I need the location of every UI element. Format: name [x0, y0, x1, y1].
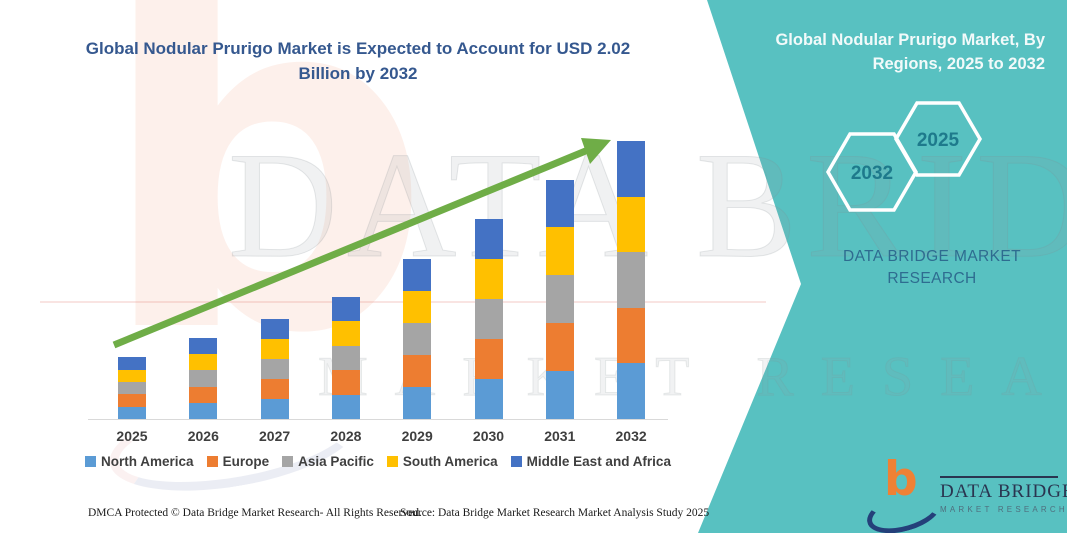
- source-note: Source: Data Bridge Market Research Mark…: [400, 507, 710, 519]
- bar-segment: [331, 370, 360, 395]
- legend-swatch-icon: [206, 456, 218, 467]
- bar-segment: [118, 369, 146, 382]
- bar-segment: [545, 227, 574, 276]
- bar-segment: [260, 398, 289, 419]
- legend-label: Asia Pacific: [298, 454, 374, 469]
- legend-item: South America: [386, 454, 498, 469]
- chart-legend: North America Europe Asia Pacific South Ame…: [85, 454, 671, 469]
- x-axis-label: 2025: [116, 428, 148, 444]
- brand-caption: DATA BRIDGE MARKET RESEARCH: [842, 248, 1021, 287]
- bar-segment: [189, 370, 218, 387]
- logo-rule: [940, 476, 1058, 478]
- legend-item: Europe: [206, 454, 270, 469]
- bar-segment: [118, 381, 146, 395]
- legend-swatch-icon: [282, 456, 294, 467]
- bar-2028: [331, 296, 360, 419]
- bar-2031: [545, 179, 574, 419]
- bar-segment: [617, 196, 646, 253]
- legend-item: Asia Pacific: [282, 454, 374, 469]
- year-hexagons: 2032 2025: [825, 101, 983, 212]
- bar-segment: [545, 371, 574, 419]
- hexagon-2025-label: 2025: [917, 130, 960, 151]
- data-bridge-logo: b DATA BRIDGE MARKET RESEARCH: [862, 456, 1067, 533]
- bar-segment: [260, 378, 289, 399]
- bar-segment: [617, 363, 646, 419]
- x-axis-label: 2031: [544, 428, 576, 444]
- legend-item: Middle East and Africa: [510, 454, 671, 469]
- x-axis-labels: 2025 2026 2027 2028 2029 2030 2031 2032: [88, 428, 668, 446]
- market-research-watermark-text: MARKET RESEARCH: [318, 346, 1067, 409]
- legend-label: Europe: [222, 454, 270, 469]
- logo-subtitle: MARKET RESEARCH: [940, 504, 1067, 514]
- bar-segment: [118, 357, 146, 370]
- bar-segment: [331, 321, 360, 346]
- bar-segment: [617, 252, 646, 308]
- x-axis-label: 2029: [401, 428, 433, 444]
- legend-label: North America: [101, 454, 194, 469]
- bar-segment: [474, 339, 503, 380]
- bar-segment: [617, 141, 646, 197]
- bar-2027: [260, 318, 289, 419]
- bar-plot: [88, 130, 668, 420]
- bar-segment: [331, 345, 360, 371]
- hexagon-2025-icon: [893, 101, 983, 177]
- x-axis-label: 2032: [615, 428, 647, 444]
- logo-title: DATA BRIDGE: [940, 480, 1067, 502]
- bar-segment: [260, 358, 289, 379]
- page-title: Global Nodular Prurigo Market is Expecte…: [85, 39, 631, 83]
- bar-2029: [403, 259, 432, 419]
- legend-swatch-icon: [85, 456, 97, 467]
- bar-2030: [474, 219, 503, 419]
- bar-segment: [260, 318, 289, 339]
- logo-b-icon: b: [884, 452, 918, 507]
- x-axis-label: 2027: [259, 428, 291, 444]
- bar-segment: [403, 259, 432, 292]
- bar-segment: [474, 299, 503, 340]
- legend-label: South America: [402, 454, 498, 469]
- legend-label: Middle East and Africa: [526, 454, 671, 469]
- bar-segment: [189, 402, 218, 419]
- bar-2032: [617, 141, 646, 419]
- hexagon-2032-label: 2032: [851, 163, 893, 184]
- bar-segment: [403, 291, 432, 324]
- legend-item: North America: [85, 454, 194, 469]
- bar-segment: [403, 355, 432, 388]
- x-axis-label: 2030: [472, 428, 505, 444]
- bar-segment: [545, 275, 574, 324]
- bar-segment: [331, 296, 360, 322]
- bar-segment: [260, 338, 289, 359]
- bar-segment: [403, 323, 432, 356]
- bar-segment: [474, 219, 503, 260]
- bar-segment: [189, 386, 218, 403]
- legend-swatch-icon: [386, 456, 398, 467]
- bar-segment: [189, 337, 218, 355]
- bar-segment: [331, 394, 360, 419]
- bar-segment: [189, 354, 218, 371]
- bar-2026: [189, 337, 218, 419]
- x-axis-label: 2026: [187, 428, 219, 444]
- bar-segment: [118, 406, 146, 419]
- side-panel-title: Global Nodular Prurigo Market, By Region…: [775, 31, 1045, 73]
- x-axis-label: 2028: [330, 428, 362, 444]
- bar-2025: [118, 357, 146, 419]
- bar-segment: [403, 387, 432, 419]
- bar-segment: [474, 379, 503, 419]
- legend-swatch-icon: [510, 456, 522, 467]
- dmca-notice: DMCA Protected © Data Bridge Market Rese…: [88, 507, 422, 519]
- bar-segment: [118, 394, 146, 407]
- bar-segment: [474, 259, 503, 300]
- bar-segment: [617, 307, 646, 364]
- bar-segment: [545, 323, 574, 372]
- bar-segment: [545, 179, 574, 228]
